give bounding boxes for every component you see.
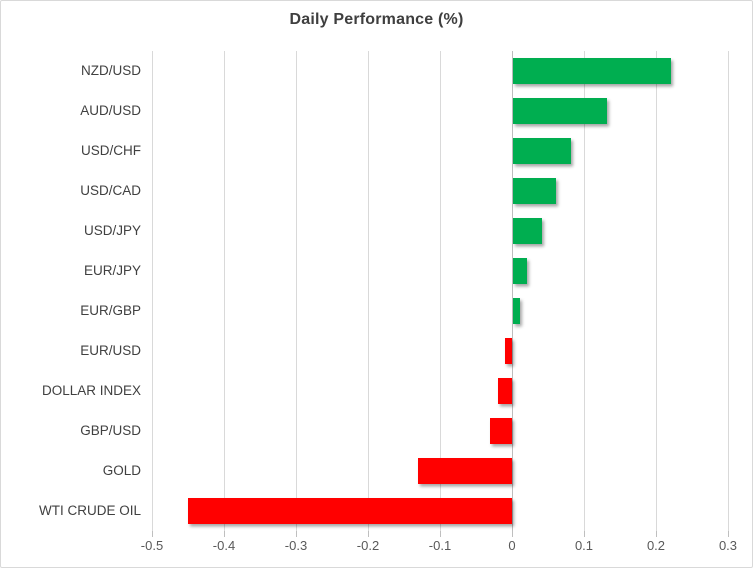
category-label: USD/CHF	[81, 143, 141, 158]
x-axis-tick	[511, 531, 513, 537]
bar-eur-usd	[504, 338, 512, 364]
category-label: GOLD	[102, 463, 141, 478]
plot-area	[151, 51, 729, 531]
gridline	[727, 51, 729, 531]
bar-wti-crude-oil	[188, 498, 512, 524]
x-tick-label: -0.5	[140, 538, 164, 553]
x-tick-label: -0.1	[428, 538, 452, 553]
category-label: EUR/GBP	[80, 303, 141, 318]
category-label: EUR/JPY	[83, 263, 141, 278]
x-tick-label: 0	[508, 538, 516, 553]
category-label: USD/CAD	[80, 183, 141, 198]
category-label: WTI CRUDE OIL	[38, 503, 141, 518]
x-axis-tick	[151, 531, 153, 537]
bar-aud-usd	[513, 98, 607, 124]
category-label: AUD/USD	[80, 103, 141, 118]
bar-eur-gbp	[513, 298, 521, 324]
x-tick-label: -0.3	[284, 538, 308, 553]
bar-usd-cad	[513, 178, 557, 204]
gridline	[583, 51, 585, 531]
x-tick-label: -0.4	[212, 538, 236, 553]
bar-eur-jpy	[513, 258, 528, 284]
category-label: DOLLAR INDEX	[41, 383, 141, 398]
x-axis-tick	[583, 531, 585, 537]
category-label: USD/JPY	[83, 223, 141, 238]
gridline	[223, 51, 225, 531]
category-label: GBP/USD	[80, 423, 141, 438]
x-axis-tick	[727, 531, 729, 537]
bar-usd-jpy	[513, 218, 542, 244]
x-tick-label: 0.1	[574, 538, 594, 553]
x-axis-tick	[655, 531, 657, 537]
chart-title: Daily Performance (%)	[289, 11, 464, 28]
gridline	[439, 51, 441, 531]
x-axis-tick	[367, 531, 369, 537]
category-label: EUR/USD	[80, 343, 141, 358]
gridline	[367, 51, 369, 531]
x-tick-label: 0.2	[646, 538, 666, 553]
x-tick-label: -0.2	[356, 538, 380, 553]
bar-usd-chf	[513, 138, 571, 164]
x-axis-tick	[439, 531, 441, 537]
x-tick-label: 0.3	[718, 538, 738, 553]
gridline	[151, 51, 153, 531]
category-label: NZD/USD	[81, 63, 141, 78]
gridline	[655, 51, 657, 531]
bar-gold	[418, 458, 512, 484]
gridline	[295, 51, 297, 531]
x-axis-tick	[223, 531, 225, 537]
bar-dollar-index	[497, 378, 512, 404]
zero-axis-line	[511, 51, 513, 531]
bar-gbp-usd	[490, 418, 512, 444]
bar-nzd-usd	[513, 58, 672, 84]
x-axis-tick	[295, 531, 297, 537]
